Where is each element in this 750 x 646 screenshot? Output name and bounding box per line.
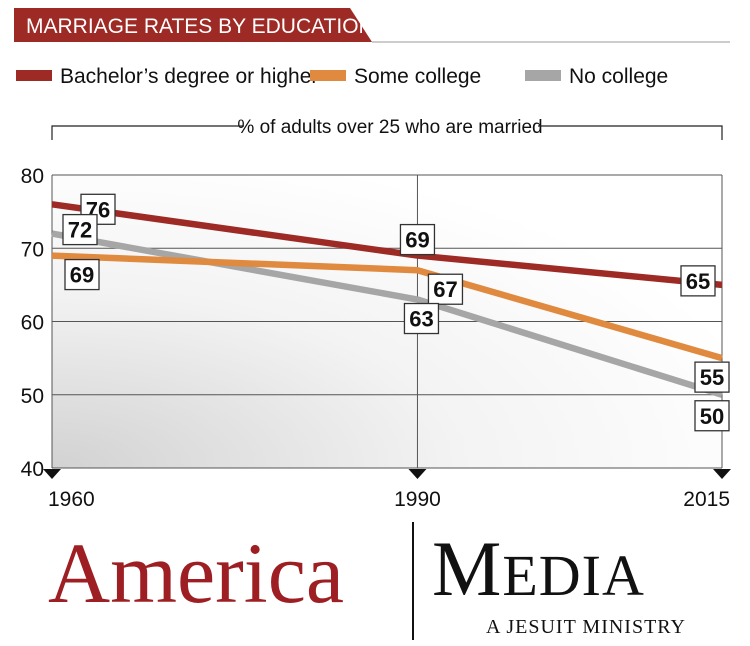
data-label-box <box>64 258 100 291</box>
y-tick-label-40: 40 <box>21 458 44 481</box>
marriage-rates-chart: MARRIAGE RATES BY EDUCATION Bachelor’s de… <box>14 8 731 511</box>
x-tick-marker-1990 <box>408 469 427 479</box>
chart-title: MARRIAGE RATES BY EDUCATION <box>14 8 374 42</box>
brand-tagline: A JESUIT MINISTRY <box>486 616 686 638</box>
y-tick-label-70: 70 <box>21 238 44 261</box>
data-label-box <box>403 302 440 335</box>
x-tick-marker-2015 <box>713 469 731 479</box>
data-label-value: 69 <box>70 263 94 288</box>
data-label-box <box>694 361 730 393</box>
data-label-value: 63 <box>409 307 433 332</box>
legend-swatch-2 <box>525 70 561 81</box>
data-label-0-2: 65 <box>680 265 716 297</box>
legend-label-0: Bachelor’s degree or higher <box>60 65 318 88</box>
data-label-1-1: 67 <box>427 273 464 305</box>
x-tick-label-2015: 2015 <box>683 488 730 511</box>
data-label-1-0: 69 <box>64 258 100 291</box>
chart-subtitle: % of adults over 25 who are married <box>237 117 542 138</box>
data-label-value: 69 <box>405 228 429 253</box>
chart-title-text: MARRIAGE RATES BY EDUCATION <box>26 15 374 38</box>
series-line-0 <box>51 201 723 289</box>
series-line-2 <box>51 230 723 398</box>
data-label-box <box>427 273 464 305</box>
data-label-box <box>680 265 716 297</box>
brand-america-wordmark: America <box>48 525 345 621</box>
data-label-0-1: 69 <box>399 223 436 256</box>
data-label-box <box>694 400 730 432</box>
data-label-value: 72 <box>68 218 92 243</box>
data-label-2-1: 63 <box>403 302 440 335</box>
brand-divider <box>412 522 414 640</box>
brand-media-rest: EDIA <box>502 543 645 608</box>
data-label-box <box>399 223 436 256</box>
data-label-2-0: 72 <box>62 213 98 246</box>
brand-media-wordmark: MEDIA <box>432 530 645 608</box>
y-tick-label-80: 80 <box>21 165 44 188</box>
data-label-value: 67 <box>433 277 457 302</box>
x-tick-label-1960: 1960 <box>48 488 95 511</box>
legend-swatch-0 <box>16 70 52 81</box>
y-tick-label-60: 60 <box>21 312 44 335</box>
y-tick-label-50: 50 <box>21 385 44 408</box>
subtitle-bracket-right <box>538 125 723 140</box>
data-label-value: 55 <box>700 365 724 390</box>
x-tick-marker-1960 <box>43 469 61 479</box>
data-label-1-2: 55 <box>694 361 730 393</box>
data-label-value: 65 <box>686 269 710 294</box>
x-tick-label-1990: 1990 <box>394 488 441 511</box>
subtitle-bracket-left <box>51 125 244 140</box>
legend-label-1: Some college <box>354 65 481 88</box>
series-line-1 <box>51 252 723 362</box>
brand-media-initial: M <box>432 525 503 612</box>
title-bar-background <box>14 8 372 42</box>
legend-label-2: No college <box>569 65 668 88</box>
legend-swatch-1 <box>310 70 346 81</box>
data-label-value: 50 <box>700 404 724 429</box>
data-label-2-2: 50 <box>694 400 730 432</box>
data-label-box <box>62 213 98 246</box>
